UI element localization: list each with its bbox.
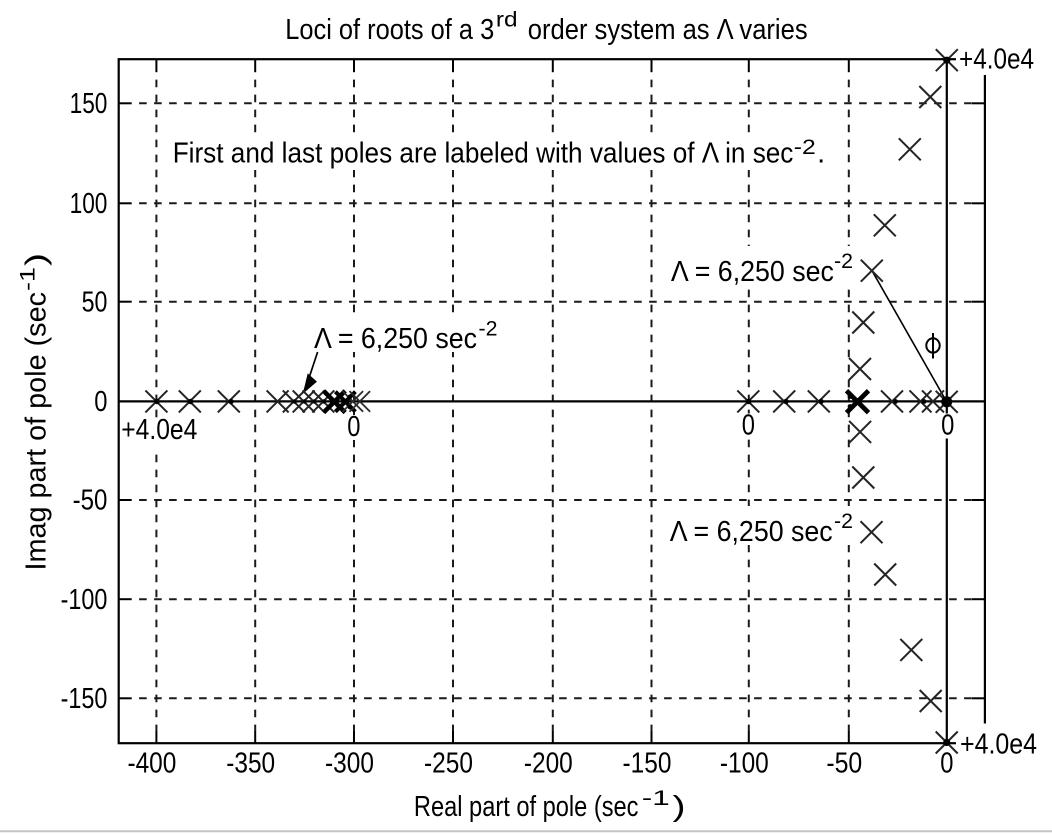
svg-text:0: 0 bbox=[742, 410, 755, 442]
svg-text:): ) bbox=[673, 791, 686, 823]
svg-text:-1: -1 bbox=[642, 786, 670, 810]
svg-text:Loci of roots of a 3: Loci of roots of a 3 bbox=[285, 14, 494, 46]
svg-text:-2: -2 bbox=[479, 317, 498, 341]
svg-text:-50: -50 bbox=[826, 747, 862, 779]
svg-text:100: 100 bbox=[70, 188, 108, 220]
svg-text:-150: -150 bbox=[623, 747, 672, 779]
svg-text:+4.0e4: +4.0e4 bbox=[960, 729, 1037, 761]
svg-text:First and last poles are label: First and last poles are labeled with va… bbox=[173, 137, 794, 169]
svg-text:order system as Λ varies: order system as Λ varies bbox=[528, 14, 808, 46]
svg-text:-250: -250 bbox=[424, 747, 473, 779]
svg-text:Λ = 6,250 sec: Λ = 6,250 sec bbox=[670, 516, 833, 548]
svg-text:Imag part of pole (sec: Imag part of pole (sec bbox=[21, 292, 53, 571]
svg-text:-400: -400 bbox=[127, 747, 176, 779]
svg-text:150: 150 bbox=[70, 88, 108, 120]
svg-text:-2: -2 bbox=[834, 509, 853, 533]
svg-text:.: . bbox=[817, 137, 825, 169]
svg-text:+4.0e4: +4.0e4 bbox=[121, 414, 197, 446]
svg-text:0: 0 bbox=[941, 410, 954, 442]
svg-text:-150: -150 bbox=[61, 683, 108, 715]
svg-text:Λ = 6,250 sec: Λ = 6,250 sec bbox=[314, 323, 477, 355]
svg-text:Λ = 6,250 sec: Λ = 6,250 sec bbox=[671, 256, 834, 288]
svg-text:): ) bbox=[21, 253, 53, 266]
svg-text:-100: -100 bbox=[720, 747, 769, 779]
svg-text:0: 0 bbox=[347, 411, 360, 443]
svg-text:0: 0 bbox=[940, 747, 953, 779]
svg-text:-200: -200 bbox=[524, 747, 573, 779]
svg-text:-350: -350 bbox=[226, 747, 275, 779]
svg-text:-2: -2 bbox=[834, 249, 853, 273]
svg-text:0: 0 bbox=[94, 386, 107, 418]
svg-text:-1: -1 bbox=[16, 267, 40, 291]
svg-text:+4.0e4: +4.0e4 bbox=[959, 44, 1034, 76]
svg-text:-2: -2 bbox=[794, 135, 816, 159]
svg-text:-100: -100 bbox=[61, 584, 108, 616]
svg-text:Real part of pole (sec: Real part of pole (sec bbox=[414, 791, 639, 823]
svg-text:-300: -300 bbox=[325, 747, 374, 779]
svg-text:-50: -50 bbox=[73, 485, 108, 517]
svg-text:rd: rd bbox=[496, 8, 518, 32]
svg-text:50: 50 bbox=[82, 286, 108, 318]
